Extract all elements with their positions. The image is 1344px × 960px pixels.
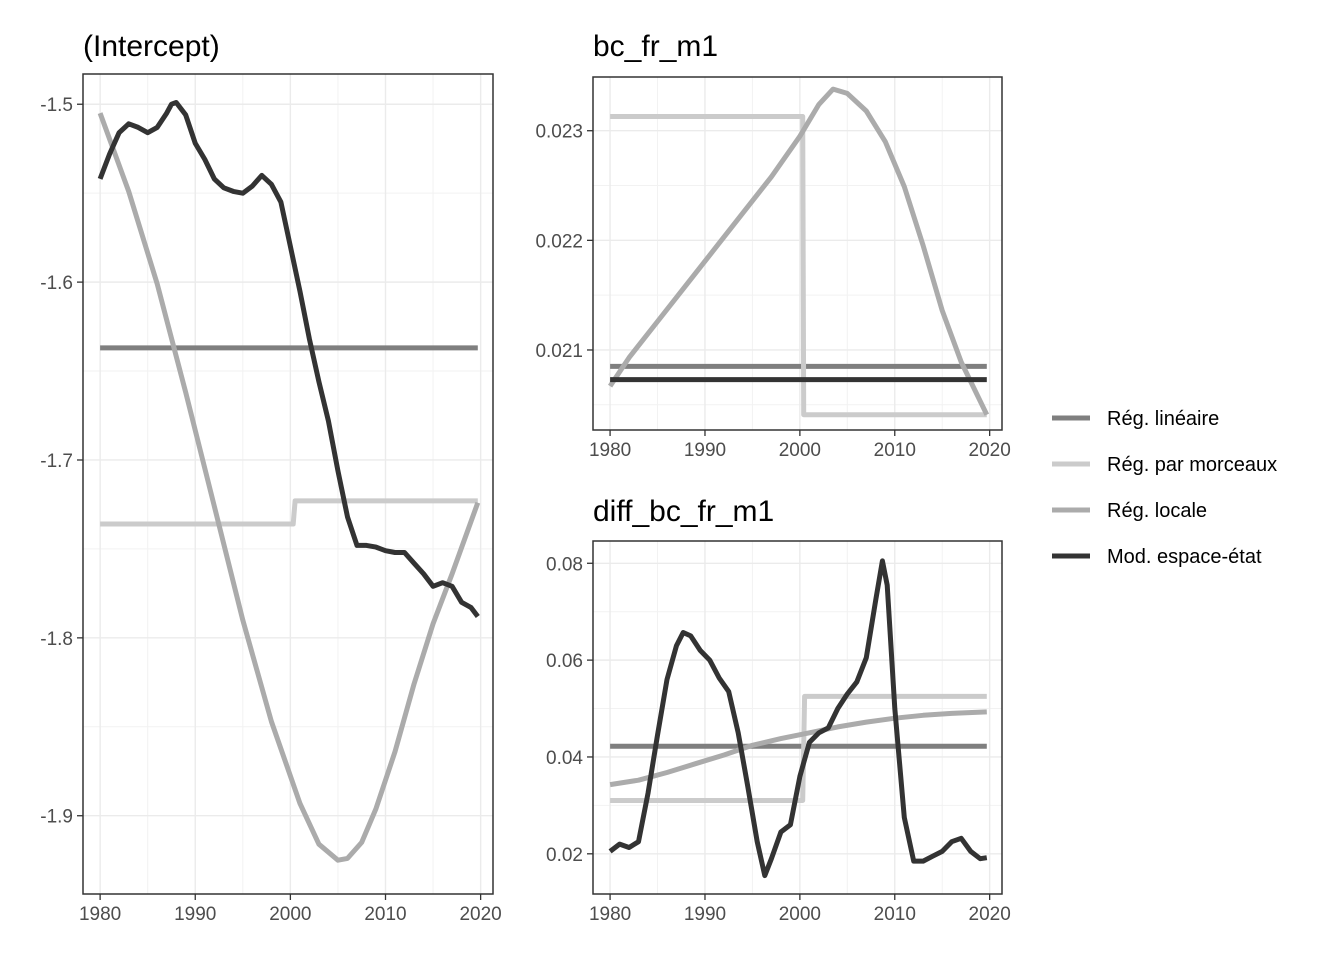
y-tick-label: 0.021 [535, 341, 583, 362]
y-tick-label: -1.6 [40, 273, 73, 294]
legend: Rég. linéaire Rég. par morceaux Rég. local… [1052, 408, 1277, 568]
x-tick-label: 1990 [684, 440, 726, 461]
legend-item: Mod. espace-état [1052, 546, 1262, 568]
y-tick-label: 0.08 [546, 554, 583, 575]
panel-border [82, 73, 494, 895]
y-tick-label: 0.023 [535, 122, 583, 143]
y-tick-label: 0.06 [546, 651, 583, 672]
x-tick-label: 1990 [174, 904, 216, 925]
y-tick-label: 0.022 [535, 231, 583, 252]
series-line-2 [610, 114, 987, 418]
y-tick-label: 0.04 [546, 748, 583, 769]
x-tick-label: 2020 [459, 904, 501, 925]
x-tick-label: 2020 [969, 440, 1011, 461]
panel-3: 1980 1990 2000 2010 2020 0.02 0.04 0.06 0.08 diff… [546, 495, 1011, 925]
x-tick-label: 1980 [589, 904, 631, 925]
legend-label: Rég. par morceaux [1107, 454, 1277, 476]
legend-label: Rég. linéaire [1107, 408, 1219, 430]
series-line-3 [609, 709, 987, 788]
x-tick-label: 1980 [79, 904, 121, 925]
plot-background [593, 77, 1002, 430]
x-tick-label: 2010 [364, 904, 406, 925]
x-tick-label: 1980 [589, 440, 631, 461]
series-line-2 [100, 498, 478, 527]
panel-title: diff_bc_fr_m1 [593, 495, 774, 528]
x-tick-label: 2020 [969, 904, 1011, 925]
plot-background [83, 74, 493, 894]
panel-border [592, 540, 1003, 895]
x-tick-label: 2000 [269, 904, 311, 925]
plot-background [593, 541, 1002, 894]
panel-2: 1980 1990 2000 2010 2020 0.021 0.022 0.023 bc_fr… [535, 30, 1010, 461]
series-line-4 [97, 100, 480, 619]
y-tick-label: -1.7 [40, 451, 73, 472]
panel-title: (Intercept) [83, 30, 220, 63]
x-tick-label: 2010 [874, 904, 916, 925]
x-tick-label: 2000 [779, 440, 821, 461]
legend-label: Rég. locale [1107, 500, 1207, 522]
panel-title: bc_fr_m1 [593, 30, 718, 63]
series-line-3 [608, 86, 990, 416]
y-tick-label: -1.9 [40, 807, 73, 828]
legend-label: Mod. espace-état [1107, 546, 1262, 568]
series-line-4 [608, 558, 988, 879]
panel-1: 1980 1990 2000 2010 2020 -1.5 -1.6 -1.7 -1.8 -1.9… [40, 30, 502, 925]
legend-item: Rég. linéaire [1052, 408, 1219, 430]
series-line-3 [97, 112, 481, 863]
y-tick-label: 0.02 [546, 845, 583, 866]
x-tick-label: 2000 [779, 904, 821, 925]
y-tick-label: -1.5 [40, 95, 73, 116]
y-tick-label: -1.8 [40, 629, 73, 650]
legend-item: Rég. locale [1052, 500, 1207, 522]
x-tick-label: 1990 [684, 904, 726, 925]
legend-item: Rég. par morceaux [1052, 454, 1277, 476]
panel-border [592, 76, 1003, 431]
x-tick-label: 2010 [874, 440, 916, 461]
